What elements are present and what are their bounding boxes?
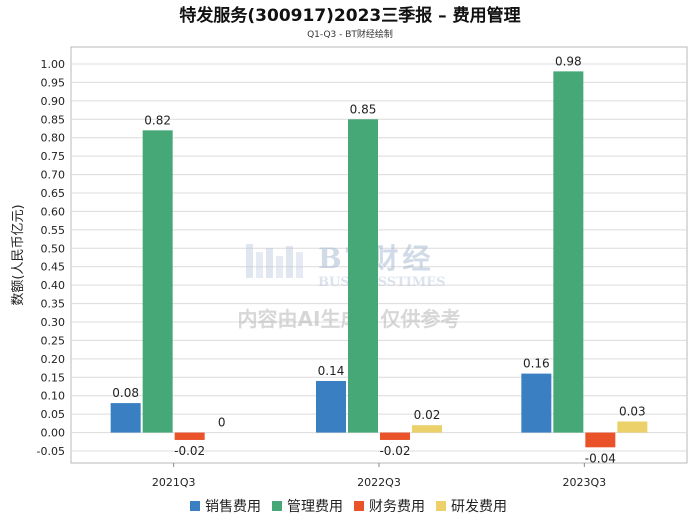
data-label: 0.02 — [414, 408, 441, 422]
y-tick-label: 0.40 — [41, 279, 66, 292]
y-tick-label: 0.70 — [41, 169, 66, 182]
data-label: 0.98 — [555, 54, 582, 68]
y-tick-label: 0.05 — [41, 408, 66, 421]
y-tick-label: 0.35 — [41, 298, 66, 311]
legend-label: 销售费用 — [205, 499, 261, 515]
data-label: -0.02 — [379, 444, 410, 458]
data-label: 0.03 — [619, 405, 646, 419]
y-axis-label: 数额(人民币亿元) — [11, 204, 26, 305]
bar-财务费用-2021Q3 — [174, 432, 205, 440]
y-tick-label: 0.45 — [41, 261, 66, 274]
data-label: 0.08 — [112, 386, 139, 400]
data-label: -0.04 — [585, 451, 616, 465]
data-label-layer: 0.08 0.82 -0.02 0 0.14 0.85 -0.02 0.02 0.16 0.98 -… — [112, 54, 645, 465]
bar-研发费用-2022Q3 — [412, 425, 442, 433]
x-tick-label: 2022Q3 — [357, 476, 401, 489]
y-tick-label: 0.60 — [41, 205, 66, 218]
chart-subtitle: Q1-Q3 - BT财经绘制 — [307, 28, 393, 40]
y-tick-label: 0.90 — [41, 95, 66, 108]
legend-label: 管理费用 — [287, 499, 343, 515]
bar-销售费用-2022Q3 — [316, 380, 346, 433]
x-tick-label: 2023Q3 — [563, 476, 607, 489]
y-tick-label: 0.65 — [41, 187, 66, 200]
bar-财务费用-2023Q3 — [585, 432, 616, 448]
y-tick-label: 0.85 — [41, 113, 66, 126]
bar-研发费用-2023Q3 — [617, 421, 648, 433]
y-tick-label: -0.05 — [37, 445, 65, 458]
legend: 销售费用 管理费用 财务费用 研发费用 — [190, 499, 507, 515]
y-tick-label: 0.10 — [41, 390, 66, 403]
data-label: 0.85 — [350, 102, 377, 116]
bar-销售费用-2021Q3 — [110, 403, 141, 433]
y-tick-label: 0.25 — [41, 334, 66, 347]
y-tick-label: 0.50 — [41, 242, 66, 255]
y-tick-label: 0.95 — [41, 76, 66, 89]
legend-swatch — [272, 501, 282, 511]
bar-管理费用-2022Q3 — [348, 119, 378, 433]
y-tick-label: 0.00 — [41, 427, 66, 440]
data-label: 0 — [218, 416, 226, 430]
data-label: -0.02 — [174, 444, 205, 458]
data-label: 0.82 — [144, 113, 171, 127]
bar-财务费用-2022Q3 — [380, 432, 410, 440]
watermark-logo-sub: BUSINESSTIMES — [318, 275, 446, 290]
x-axis-ticks: 2021Q3 2022Q3 2023Q3 — [152, 463, 606, 489]
bar-管理费用-2023Q3 — [553, 71, 584, 433]
bt-logo-icon — [246, 244, 303, 278]
y-tick-label: 0.80 — [41, 132, 66, 145]
legend-swatch — [190, 501, 200, 511]
legend-swatch — [436, 501, 446, 511]
y-tick-label: 0.20 — [41, 353, 66, 366]
y-tick-label: 0.30 — [41, 316, 66, 329]
bar-管理费用-2021Q3 — [142, 130, 173, 433]
data-label: 0.14 — [318, 364, 345, 378]
y-tick-label: 0.15 — [41, 371, 66, 384]
y-tick-label: 0.75 — [41, 150, 66, 163]
chart-title: 特发服务(300917)2023三季报 – 费用管理 — [179, 5, 520, 26]
grid-layer — [71, 63, 687, 452]
x-tick-label: 2021Q3 — [152, 476, 196, 489]
legend-label: 研发费用 — [451, 499, 507, 515]
y-axis-ticks: -0.05 0.00 0.05 0.10 0.15 0.20 0.25 0.30 0.35 0.4… — [37, 58, 65, 458]
legend-swatch — [354, 501, 364, 511]
legend-label: 财务费用 — [369, 499, 425, 515]
plot-area — [70, 46, 688, 464]
y-tick-label: 1.00 — [41, 58, 66, 71]
bar-layer — [110, 71, 648, 448]
bar-销售费用-2023Q3 — [521, 373, 552, 433]
data-label: 0.16 — [523, 357, 550, 371]
y-tick-label: 0.55 — [41, 224, 66, 237]
